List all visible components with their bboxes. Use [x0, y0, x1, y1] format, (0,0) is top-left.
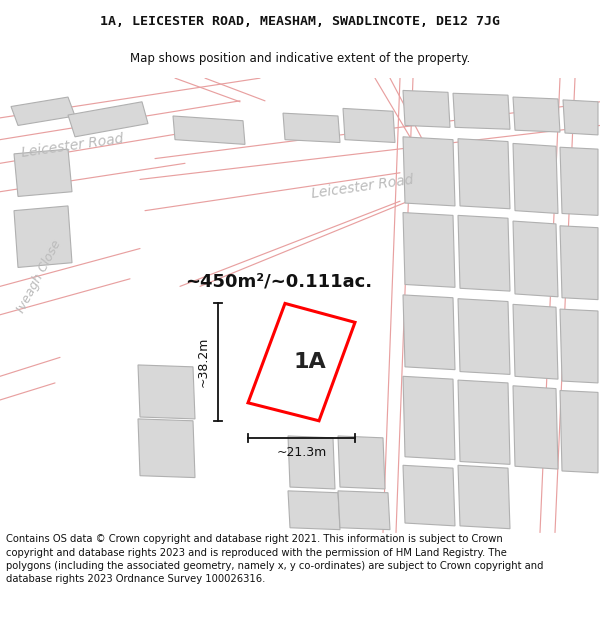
Polygon shape — [14, 206, 72, 268]
Polygon shape — [560, 391, 598, 473]
Polygon shape — [283, 113, 340, 142]
Polygon shape — [403, 213, 455, 288]
Polygon shape — [513, 97, 560, 132]
Polygon shape — [458, 216, 510, 291]
Polygon shape — [403, 91, 450, 128]
Polygon shape — [513, 386, 558, 469]
Polygon shape — [458, 380, 510, 464]
Text: ~450m²/~0.111ac.: ~450m²/~0.111ac. — [185, 272, 372, 291]
Text: Map shows position and indicative extent of the property.: Map shows position and indicative extent… — [130, 52, 470, 65]
Polygon shape — [403, 465, 455, 526]
Polygon shape — [560, 309, 598, 383]
Text: Iveagh Close: Iveagh Close — [15, 238, 64, 316]
Text: 1A: 1A — [293, 352, 326, 372]
Polygon shape — [288, 491, 340, 529]
Polygon shape — [403, 137, 455, 206]
Text: Contains OS data © Crown copyright and database right 2021. This information is : Contains OS data © Crown copyright and d… — [6, 534, 544, 584]
Text: 1A, LEICESTER ROAD, MEASHAM, SWADLINCOTE, DE12 7JG: 1A, LEICESTER ROAD, MEASHAM, SWADLINCOTE… — [100, 16, 500, 28]
Polygon shape — [248, 303, 355, 421]
Polygon shape — [560, 148, 598, 216]
Polygon shape — [403, 376, 455, 459]
Text: Leicester Road: Leicester Road — [20, 132, 124, 161]
Polygon shape — [458, 465, 510, 529]
Polygon shape — [513, 221, 558, 297]
Text: Leicester Road: Leicester Road — [310, 173, 414, 201]
Polygon shape — [338, 491, 390, 529]
Polygon shape — [458, 299, 510, 374]
Polygon shape — [138, 419, 195, 478]
Polygon shape — [513, 304, 558, 379]
Text: ~38.2m: ~38.2m — [197, 337, 210, 388]
Polygon shape — [560, 226, 598, 299]
Polygon shape — [68, 102, 148, 137]
Polygon shape — [513, 144, 558, 214]
Polygon shape — [458, 139, 510, 209]
Polygon shape — [14, 149, 72, 196]
Polygon shape — [563, 100, 598, 135]
Polygon shape — [338, 436, 385, 489]
Polygon shape — [11, 97, 75, 126]
Polygon shape — [288, 436, 335, 489]
Polygon shape — [138, 365, 195, 419]
Polygon shape — [403, 295, 455, 369]
Text: ~21.3m: ~21.3m — [277, 446, 326, 459]
Polygon shape — [343, 108, 395, 142]
Polygon shape — [453, 93, 510, 129]
Polygon shape — [173, 116, 245, 144]
